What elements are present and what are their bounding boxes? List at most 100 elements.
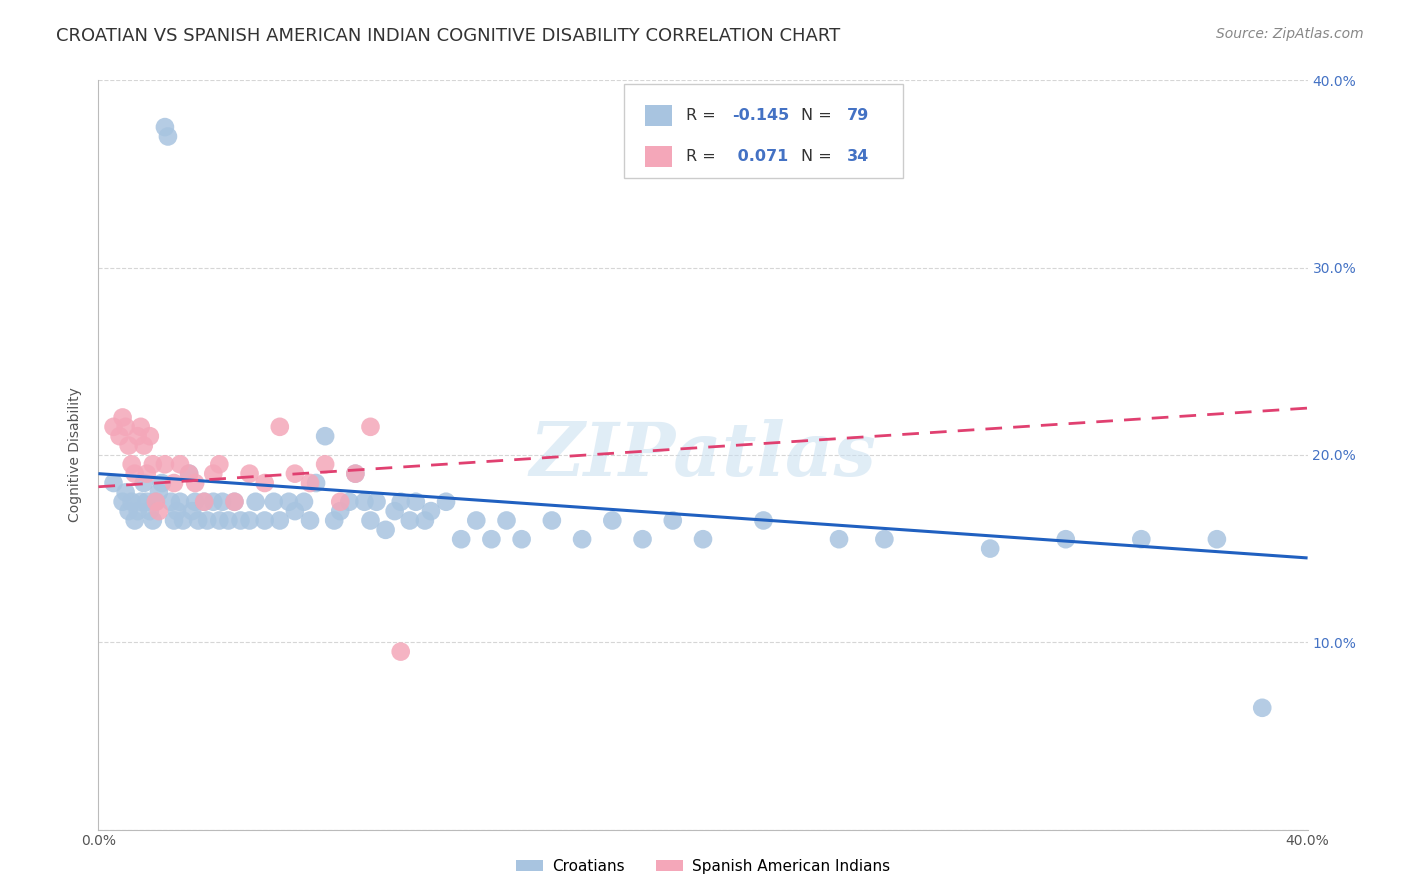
Point: [202, 467, 225, 481]
Text: CROATIAN VS SPANISH AMERICAN INDIAN COGNITIVE DISABILITY CORRELATION CHART: CROATIAN VS SPANISH AMERICAN INDIAN COGN…: [56, 27, 841, 45]
Point: [193, 494, 215, 508]
Point: [1251, 701, 1274, 715]
Point: [118, 504, 141, 518]
Point: [873, 532, 896, 546]
Point: [217, 514, 239, 528]
Point: [360, 420, 382, 434]
Text: -0.145: -0.145: [733, 108, 789, 123]
Point: [169, 494, 191, 508]
Point: [160, 494, 183, 508]
Point: [184, 494, 207, 508]
Point: [344, 467, 367, 481]
Point: [631, 532, 654, 546]
Point: [661, 514, 683, 528]
Point: [121, 494, 143, 508]
Point: [292, 494, 315, 508]
Point: [202, 494, 225, 508]
Point: [253, 476, 276, 491]
Point: [299, 514, 322, 528]
Point: [111, 494, 134, 508]
Point: [181, 504, 204, 518]
Point: [314, 429, 336, 443]
Point: [153, 120, 176, 135]
Point: [481, 532, 503, 546]
Point: [224, 494, 246, 508]
Point: [229, 514, 252, 528]
Point: [389, 644, 412, 658]
Text: N =: N =: [801, 149, 832, 164]
Point: [142, 514, 165, 528]
Point: [314, 457, 336, 471]
Point: [239, 514, 262, 528]
Point: [103, 420, 125, 434]
Point: [344, 467, 367, 481]
Point: [150, 476, 173, 491]
Point: [135, 467, 157, 481]
Point: [153, 457, 176, 471]
Point: [329, 504, 352, 518]
Point: [384, 504, 406, 518]
Point: [184, 476, 207, 491]
FancyBboxPatch shape: [645, 146, 672, 167]
Point: [495, 514, 517, 528]
Point: [169, 457, 191, 471]
Point: [132, 439, 155, 453]
Point: [145, 494, 167, 508]
Point: [156, 129, 179, 144]
Point: [208, 457, 231, 471]
Text: 79: 79: [846, 108, 869, 123]
Point: [374, 523, 396, 537]
Point: [129, 420, 152, 434]
Point: [239, 467, 262, 481]
Point: [135, 494, 157, 508]
Point: [540, 514, 562, 528]
Point: [148, 504, 170, 518]
FancyBboxPatch shape: [645, 105, 672, 126]
Text: Source: ZipAtlas.com: Source: ZipAtlas.com: [1216, 27, 1364, 41]
Text: N =: N =: [801, 108, 832, 123]
Point: [465, 514, 488, 528]
Point: [337, 494, 360, 508]
Point: [142, 457, 165, 471]
Point: [179, 467, 201, 481]
Point: [1206, 532, 1229, 546]
Point: [139, 504, 162, 518]
Point: [111, 410, 134, 425]
Point: [124, 467, 146, 481]
Point: [1054, 532, 1077, 546]
Legend: Croatians, Spanish American Indians: Croatians, Spanish American Indians: [509, 853, 897, 880]
Point: [195, 514, 218, 528]
Point: [127, 429, 149, 443]
Point: [121, 457, 143, 471]
Point: [979, 541, 1001, 556]
Point: [208, 514, 231, 528]
Text: R =: R =: [686, 149, 716, 164]
Point: [129, 494, 152, 508]
Point: [450, 532, 472, 546]
Point: [127, 504, 149, 518]
Point: [571, 532, 593, 546]
Point: [398, 514, 420, 528]
Point: [366, 494, 388, 508]
Point: [253, 514, 276, 528]
FancyBboxPatch shape: [624, 84, 903, 178]
Text: 34: 34: [846, 149, 869, 164]
Point: [179, 467, 201, 481]
Point: [108, 429, 131, 443]
Point: [510, 532, 533, 546]
Point: [114, 420, 136, 434]
Point: [299, 476, 322, 491]
Point: [145, 494, 167, 508]
Point: [828, 532, 851, 546]
Text: 0.071: 0.071: [733, 149, 789, 164]
Point: [166, 504, 188, 518]
Point: [148, 485, 170, 500]
Point: [329, 494, 352, 508]
Point: [284, 504, 307, 518]
Text: ZIPatlas: ZIPatlas: [530, 418, 876, 491]
Text: R =: R =: [686, 108, 716, 123]
Point: [193, 494, 215, 508]
Point: [163, 514, 186, 528]
Point: [224, 494, 246, 508]
Point: [114, 485, 136, 500]
